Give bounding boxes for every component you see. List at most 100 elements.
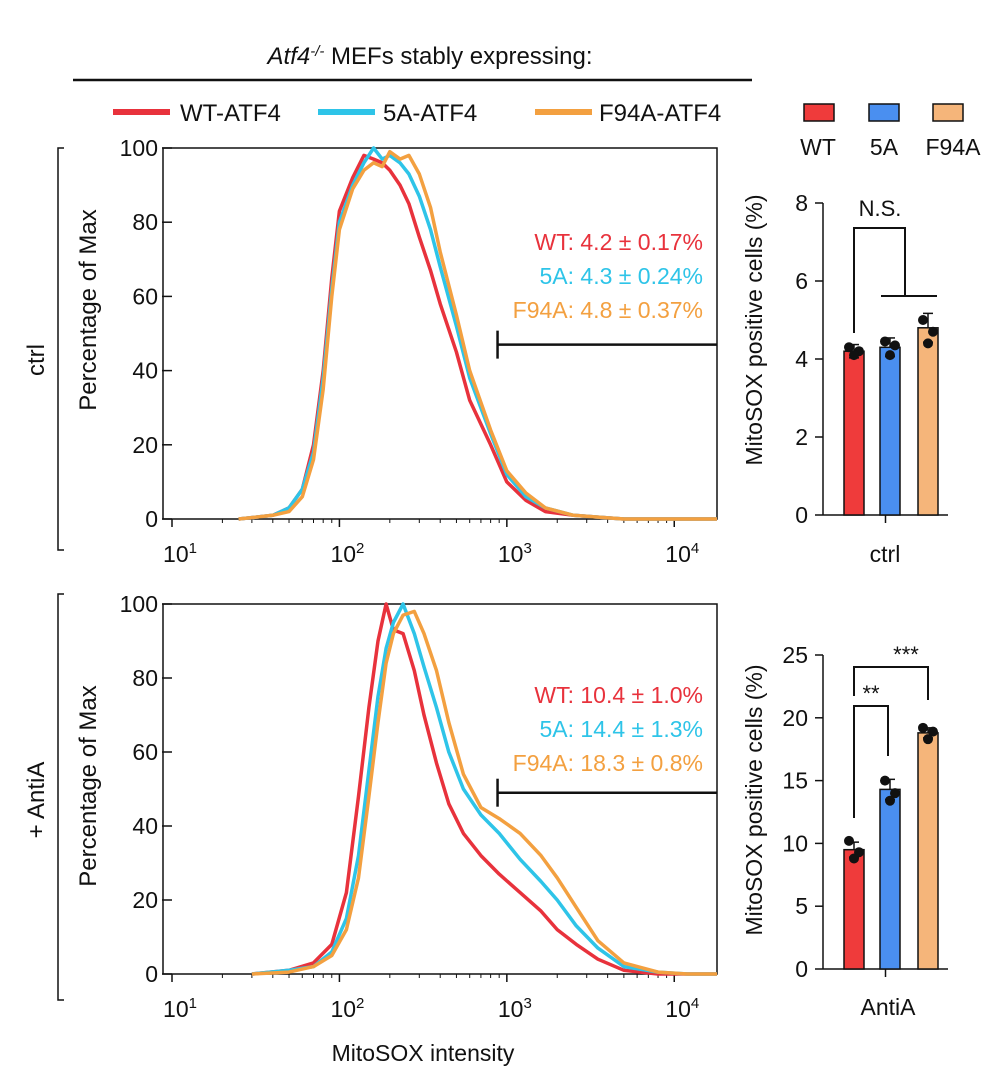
data-point (928, 326, 938, 337)
significance-bracket-wt-f94a (853, 666, 929, 700)
x-tick-label: 101 (163, 995, 197, 1022)
significance-label: N.S. (859, 196, 902, 221)
line-legend: WT-ATF4 5A-ATF4 F94A-ATF4 (113, 100, 721, 127)
y-tick-label: 80 (132, 665, 158, 691)
data-point (880, 775, 890, 786)
data-point (844, 342, 854, 353)
y-tick-label: 60 (132, 283, 158, 309)
y-tick-label: 60 (132, 739, 158, 765)
y-tick-label: 2 (795, 424, 808, 450)
data-point (918, 722, 928, 733)
bar-legend-swatch-5a (868, 103, 900, 122)
row-bracket-ctrl (57, 147, 64, 551)
y-tick-label: 40 (132, 813, 158, 839)
histogram-ctrl: Percentage of Max 0 20 40 60 80 100 101 102 103 1… (75, 135, 718, 567)
significance-label-wt-5a: ** (862, 681, 880, 706)
bar-wt (843, 350, 865, 516)
x-tick-label: 102 (330, 995, 364, 1022)
bar-chart-ctrl-category-label: ctrl (870, 541, 901, 567)
y-tick-label: 0 (795, 502, 808, 528)
significance-label-wt-f94a: *** (893, 642, 919, 667)
bar-chart-antia-ylabel: MitoSOX positive cells (%) (741, 665, 767, 936)
y-tick-label: 25 (782, 642, 808, 668)
y-tick-label: 20 (782, 705, 808, 731)
stat-text: 5A: 4.3 ± 0.24% (539, 263, 703, 289)
legend-label-wt: WT-ATF4 (180, 100, 281, 127)
series-line-f94a-atf4 (251, 609, 717, 976)
significance-bracket-wt-5a (853, 705, 889, 818)
data-point (928, 726, 938, 737)
bar-legend-label-f94a: F94A (926, 134, 982, 160)
data-point (849, 350, 859, 361)
significance-bracket (853, 227, 906, 333)
row-label-antia: + AntiA (23, 762, 50, 839)
stat-text: F94A: 18.3 ± 0.8% (513, 750, 703, 776)
y-tick-label: 20 (132, 432, 158, 458)
y-tick-label: 8 (795, 190, 808, 216)
y-tick-label: 10 (782, 830, 808, 856)
data-point (923, 338, 933, 349)
data-point (890, 788, 900, 799)
row-bracket-antia (57, 593, 64, 1001)
data-point (844, 835, 854, 846)
x-tick-label: 103 (498, 540, 532, 567)
y-tick-label: 6 (795, 268, 808, 294)
series-line-f94a-atf4 (238, 149, 717, 521)
stat-text: WT: 4.2 ± 0.17% (534, 229, 703, 255)
series-line-wt-atf4 (251, 602, 717, 976)
y-tick-label: 20 (132, 887, 158, 913)
histogram-ctrl-frame (162, 147, 718, 520)
y-tick-label: 100 (120, 135, 158, 161)
y-tick-label: 0 (145, 506, 158, 532)
series-line-5a-atf4 (238, 146, 717, 521)
histogram-ctrl-ylabel: Percentage of Max (75, 209, 102, 410)
series-line-5a-atf4 (251, 602, 717, 976)
stat-text: 5A: 14.4 ± 1.3% (539, 716, 703, 742)
stat-text: F94A: 4.8 ± 0.37% (513, 297, 703, 323)
row-label-ctrl: ctrl (23, 344, 50, 376)
x-tick-label: 104 (665, 540, 699, 567)
y-tick-label: 0 (795, 956, 808, 982)
x-tick-label: 101 (163, 540, 197, 567)
histogram-antia-ylabel: Percentage of Max (75, 685, 102, 886)
bar-5a (879, 346, 901, 516)
data-point (880, 336, 890, 347)
bar-legend-swatch-wt (803, 103, 835, 122)
bar-chart-antia: MitoSOX positive cells (%) AntiA 0 5 10 15 2… (741, 642, 948, 1020)
legend-label-f94a: F94A-ATF4 (599, 100, 721, 127)
y-tick-label: 100 (120, 591, 158, 617)
histogram-antia-xlabel: MitoSOX intensity (332, 1040, 515, 1066)
bar-chart-antia-category-label: AntiA (861, 994, 917, 1020)
x-tick-label: 102 (330, 540, 364, 567)
bar-legend-label-wt: WT (800, 134, 836, 160)
bar-legend-swatch-f94a (932, 103, 964, 122)
data-point (885, 350, 895, 361)
header-title: Atf4-/- MEFs stably expressing: (266, 43, 593, 71)
stat-text: WT: 10.4 ± 1.0% (534, 682, 703, 708)
bar-chart-ctrl: MitoSOX positive cells (%) ctrl 0 2 4 6 8 N.S… (741, 190, 948, 567)
data-point (923, 734, 933, 745)
bar-5a (879, 788, 901, 970)
data-point (890, 340, 900, 351)
x-tick-label: 104 (665, 995, 699, 1022)
y-tick-label: 40 (132, 358, 158, 384)
y-tick-label: 5 (795, 893, 808, 919)
y-tick-label: 0 (145, 961, 158, 987)
bar-f94a (917, 732, 939, 970)
y-tick-label: 15 (782, 768, 808, 794)
bar-chart-ctrl-ylabel: MitoSOX positive cells (%) (741, 195, 767, 466)
data-point (885, 795, 895, 806)
histogram-antia: Percentage of Max MitoSOX intensity 0 20 4… (75, 591, 718, 1066)
histogram-antia-frame (162, 603, 718, 975)
bar-wt (843, 848, 865, 970)
y-tick-label: 4 (795, 346, 808, 372)
bar-legend: WT 5A F94A (800, 103, 982, 160)
legend-label-5a: 5A-ATF4 (383, 100, 477, 127)
y-tick-label: 80 (132, 209, 158, 235)
bar-legend-label-5a: 5A (870, 134, 899, 160)
x-tick-label: 103 (498, 995, 532, 1022)
data-point (849, 853, 859, 864)
bar-f94a (917, 327, 939, 516)
data-point (918, 315, 928, 325)
